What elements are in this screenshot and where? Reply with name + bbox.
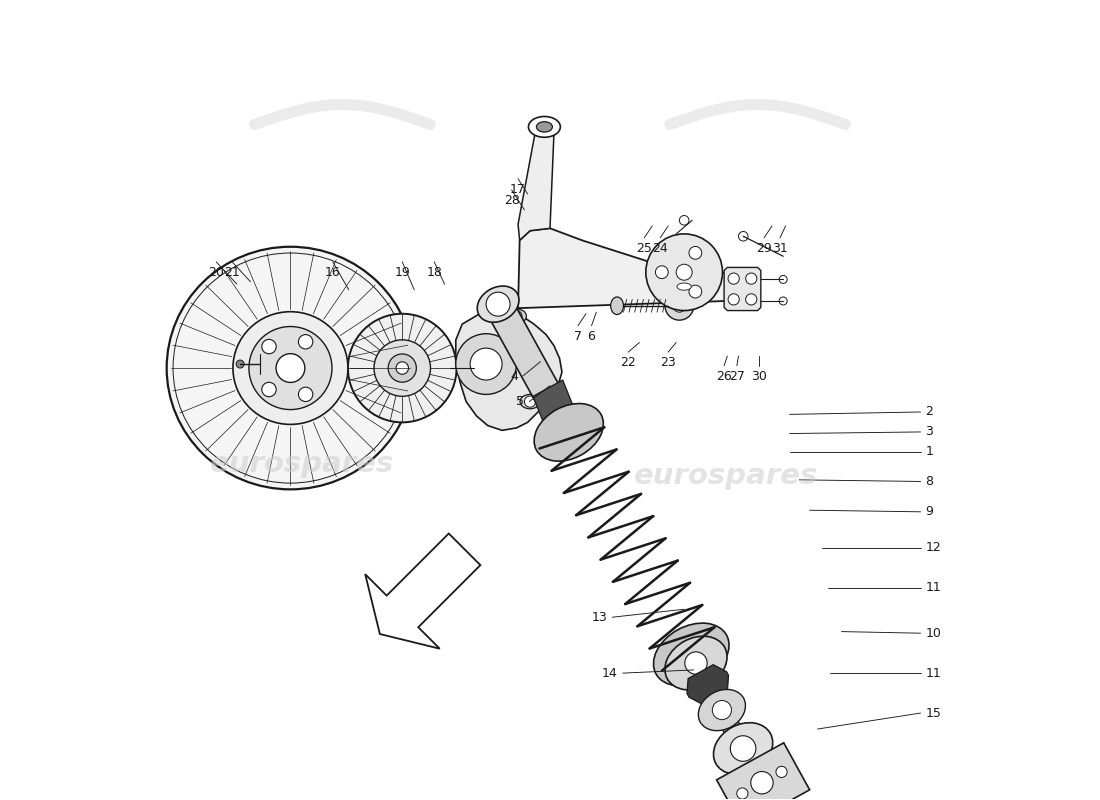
Circle shape: [728, 294, 739, 305]
Circle shape: [676, 264, 692, 280]
Ellipse shape: [746, 281, 755, 295]
Text: 8: 8: [925, 475, 933, 488]
Ellipse shape: [714, 722, 772, 774]
Text: 3: 3: [925, 426, 933, 438]
Text: 15: 15: [925, 706, 942, 719]
Polygon shape: [365, 534, 481, 649]
Text: 9: 9: [925, 506, 933, 518]
Circle shape: [298, 387, 312, 402]
Circle shape: [737, 788, 748, 799]
Text: 28: 28: [504, 194, 519, 207]
Circle shape: [396, 362, 408, 374]
Circle shape: [455, 334, 517, 394]
Text: 22: 22: [620, 356, 636, 369]
Text: 4: 4: [510, 370, 518, 382]
Ellipse shape: [520, 394, 540, 409]
Text: 25: 25: [636, 242, 652, 255]
Circle shape: [776, 766, 788, 778]
Text: 6: 6: [587, 330, 595, 342]
Circle shape: [730, 736, 756, 762]
Circle shape: [262, 382, 276, 397]
Circle shape: [728, 273, 739, 284]
Circle shape: [713, 701, 732, 720]
Ellipse shape: [676, 283, 692, 290]
Polygon shape: [688, 665, 728, 704]
Circle shape: [646, 234, 723, 310]
Ellipse shape: [233, 312, 348, 425]
Circle shape: [276, 354, 305, 382]
Text: 23: 23: [660, 356, 676, 369]
Ellipse shape: [249, 326, 332, 410]
Circle shape: [738, 231, 748, 241]
Ellipse shape: [528, 117, 560, 138]
Text: 21: 21: [224, 266, 240, 279]
Ellipse shape: [535, 403, 604, 461]
Text: 31: 31: [772, 242, 788, 255]
Text: 11: 11: [925, 581, 942, 594]
Ellipse shape: [477, 286, 519, 322]
Polygon shape: [518, 130, 554, 240]
Text: 11: 11: [925, 666, 942, 680]
Text: 14: 14: [602, 666, 618, 680]
Circle shape: [470, 348, 502, 380]
Ellipse shape: [610, 297, 624, 314]
Text: 19: 19: [395, 266, 410, 279]
Circle shape: [486, 292, 510, 316]
Text: eurospares: eurospares: [210, 450, 395, 478]
Text: 7: 7: [574, 330, 582, 342]
Circle shape: [388, 354, 417, 382]
Circle shape: [673, 299, 685, 312]
Text: 29: 29: [756, 242, 772, 255]
Ellipse shape: [698, 690, 746, 730]
Text: 5: 5: [516, 395, 525, 408]
Text: 27: 27: [729, 370, 745, 382]
Text: 26: 26: [716, 370, 732, 382]
Text: 16: 16: [324, 266, 341, 279]
Text: 17: 17: [510, 182, 526, 196]
Text: 24: 24: [652, 242, 668, 255]
Circle shape: [680, 215, 689, 225]
Ellipse shape: [506, 309, 527, 323]
Circle shape: [298, 334, 312, 349]
Circle shape: [510, 310, 522, 322]
Ellipse shape: [167, 246, 415, 490]
Text: 20: 20: [208, 266, 224, 279]
Text: 2: 2: [925, 406, 933, 418]
Circle shape: [656, 266, 668, 278]
Text: 13: 13: [592, 610, 607, 624]
Polygon shape: [683, 650, 741, 736]
Circle shape: [779, 275, 788, 283]
Circle shape: [779, 297, 788, 305]
Ellipse shape: [653, 623, 729, 686]
Circle shape: [525, 396, 536, 407]
Ellipse shape: [537, 122, 552, 132]
Circle shape: [685, 652, 707, 674]
Ellipse shape: [741, 274, 759, 302]
Circle shape: [746, 294, 757, 305]
Circle shape: [374, 340, 430, 396]
Text: 18: 18: [427, 266, 442, 279]
Circle shape: [746, 273, 757, 284]
Polygon shape: [724, 267, 761, 310]
Polygon shape: [455, 310, 562, 430]
Text: 10: 10: [925, 626, 942, 640]
Circle shape: [666, 291, 694, 320]
Polygon shape: [518, 228, 751, 308]
Text: eurospares: eurospares: [634, 462, 817, 490]
Circle shape: [751, 771, 773, 794]
Text: 1: 1: [925, 446, 933, 458]
Polygon shape: [716, 743, 810, 800]
Polygon shape: [534, 380, 581, 442]
Ellipse shape: [664, 636, 727, 690]
Circle shape: [689, 246, 702, 259]
Circle shape: [689, 285, 702, 298]
Circle shape: [236, 360, 244, 368]
Circle shape: [262, 339, 276, 354]
Polygon shape: [485, 298, 582, 439]
Text: 30: 30: [751, 370, 767, 382]
Circle shape: [348, 314, 456, 422]
Text: 12: 12: [925, 542, 942, 554]
